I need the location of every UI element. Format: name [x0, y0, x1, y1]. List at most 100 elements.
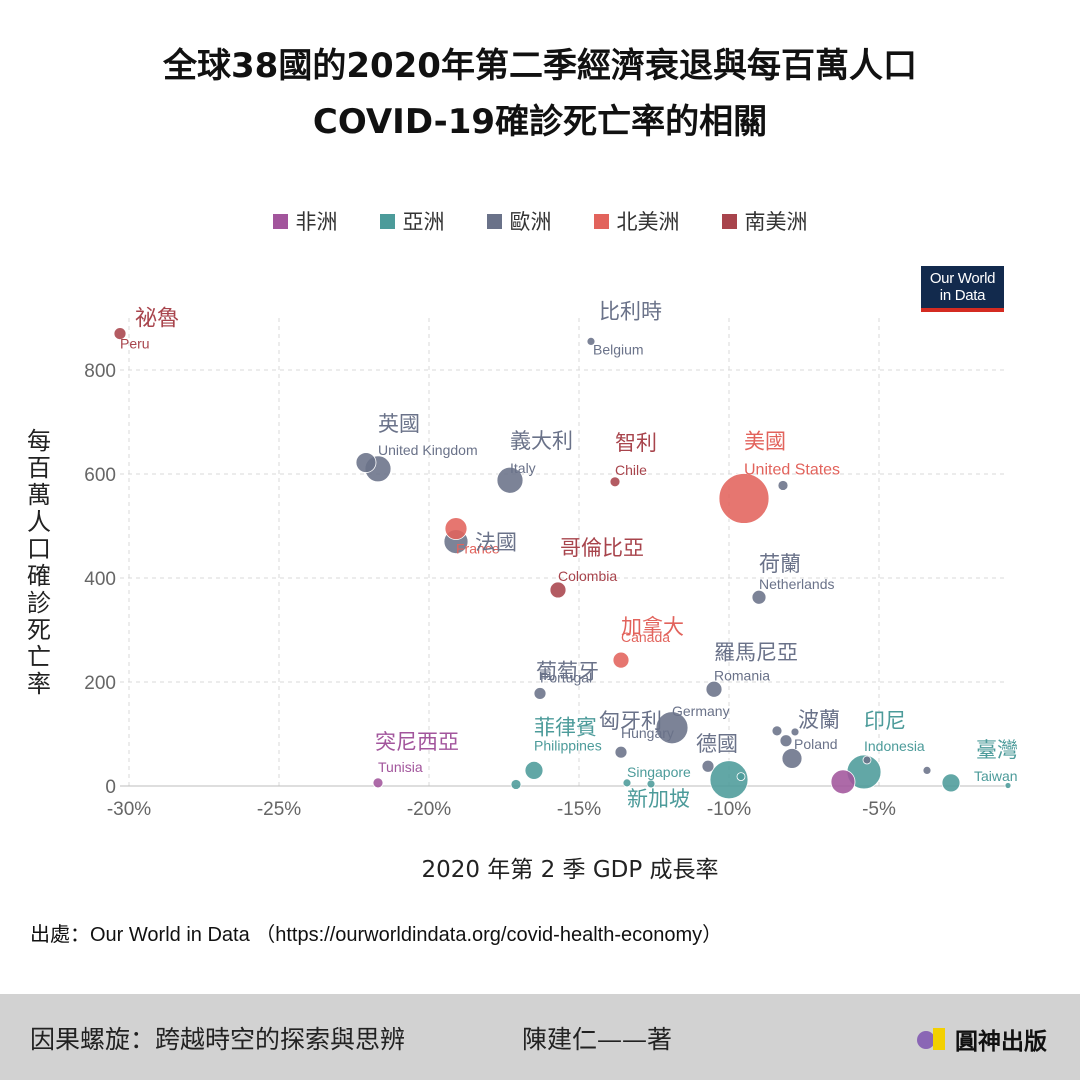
- data-label-zh: 加拿大: [621, 615, 684, 639]
- data-point-europe: [790, 727, 800, 737]
- data-label-en: Chile: [615, 462, 647, 478]
- legend-item-north-america[interactable]: 北美洲: [593, 206, 680, 236]
- data-label-en: Poland: [794, 736, 838, 752]
- data-point-north_america: [444, 517, 468, 540]
- legend-swatch-south-america: [721, 213, 737, 229]
- data-point-asia: [941, 773, 961, 793]
- source-note: 出處：Our World in Data （https://ourworldin…: [30, 924, 723, 946]
- data-label-zh: 羅馬尼亞: [714, 640, 798, 664]
- data-point-europe: [533, 687, 547, 700]
- data-label-en: Canada: [621, 629, 670, 645]
- data-label-en: Singapore: [627, 764, 691, 780]
- data-label-zh: 智利: [615, 431, 657, 455]
- data-label-en: Germany: [672, 703, 730, 719]
- chart-title-line1: 全球38國的2020年第二季經濟衰退與每百萬人口: [163, 46, 917, 86]
- legend-swatch-asia: [379, 213, 395, 229]
- y-tick-label: 600: [84, 465, 116, 486]
- data-point-asia: [736, 772, 746, 782]
- chart-title: 全球38國的2020年第二季經濟衰退與每百萬人口 COVID-19確診死亡率的相…: [0, 38, 1080, 150]
- legend-item-africa[interactable]: 非洲: [272, 206, 338, 236]
- data-point-north_america: [718, 473, 770, 524]
- data-label-zh: 德國: [696, 732, 738, 756]
- data-point-south_america: [113, 327, 127, 341]
- data-point-europe: [586, 336, 596, 346]
- publisher-name: 圓神出版: [955, 1029, 1047, 1055]
- y-tick-label: 400: [84, 569, 116, 590]
- data-point-africa: [372, 777, 384, 789]
- book-title: 因果螺旋：跨越時空的探索與思辨: [30, 1025, 406, 1054]
- scatter-chart: 0 200 400 600 800 -30% -25% -20% -15% -10% -5% 祕魯 Pe…: [84, 299, 1018, 820]
- data-point-europe: [779, 734, 793, 748]
- owid-logo-line1: Our World: [929, 270, 996, 287]
- data-label-zh: 荷蘭: [759, 552, 801, 576]
- data-point-europe: [655, 711, 689, 745]
- legend-swatch-europe: [486, 213, 502, 229]
- data-point-asia: [646, 779, 656, 789]
- x-tick-label: -15%: [557, 799, 601, 820]
- data-point-asia: [709, 760, 749, 800]
- data-label-zh: 哥倫比亞: [560, 536, 644, 560]
- legend-item-asia[interactable]: 亞洲: [379, 206, 445, 236]
- data-point-asia: [524, 761, 544, 780]
- data-label-zh: 新加坡: [627, 787, 690, 811]
- data-label-zh: 波蘭: [798, 708, 840, 732]
- y-tick-label: 200: [84, 673, 116, 694]
- data-point-europe: [701, 759, 715, 773]
- data-label-en: Tunisia: [378, 759, 423, 775]
- legend-label-africa: 非洲: [295, 210, 338, 234]
- data-label-zh: 義大利: [510, 429, 573, 453]
- data-point-europe: [922, 766, 932, 775]
- legend: 非洲 亞洲 歐洲 北美洲 南美洲: [0, 206, 1080, 236]
- data-label-zh: 菲律賓: [534, 715, 597, 739]
- data-point-europe: [862, 755, 872, 765]
- data-point-south_america: [609, 476, 621, 488]
- y-tick-label: 800: [84, 361, 116, 382]
- data-point-europe: [496, 466, 524, 494]
- legend-item-europe[interactable]: 歐洲: [486, 206, 552, 236]
- footer-bar: 因果螺旋：跨越時空的探索與思辨 陳建仁——著 圓神出版: [0, 994, 1080, 1080]
- data-point-africa: [830, 769, 856, 795]
- publisher-logo: 圓神出版: [917, 1022, 1047, 1056]
- data-point-europe: [614, 745, 628, 759]
- data-label-en: Peru: [120, 336, 150, 352]
- data-point-north_america: [612, 651, 630, 669]
- data-label-zh: 臺灣: [976, 738, 1018, 762]
- data-label-en: Philippines: [534, 737, 602, 753]
- owid-logo-line2: in Data: [939, 287, 986, 304]
- data-label-zh: 匈牙利: [599, 709, 662, 733]
- x-tick-label: -30%: [107, 799, 151, 820]
- data-label-en: Colombia: [558, 568, 617, 584]
- data-label-en: United States: [744, 461, 840, 478]
- legend-label-asia: 亞洲: [402, 210, 445, 234]
- data-label-zh: 突尼西亞: [375, 730, 459, 754]
- y-axis-label: 每百萬人口確診死亡率: [27, 427, 51, 698]
- data-label-en: Romania: [714, 667, 770, 683]
- owid-logo[interactable]: Our World in Data: [921, 266, 1004, 312]
- data-point-europe: [781, 748, 803, 769]
- x-tick-label: -25%: [257, 799, 301, 820]
- data-label-en: Taiwan: [974, 768, 1018, 784]
- x-tick-label: -20%: [407, 799, 451, 820]
- legend-label-europe: 歐洲: [509, 210, 552, 234]
- data-label-en: Netherlands: [759, 576, 835, 592]
- data-point-asia: [1004, 782, 1012, 789]
- legend-item-south-america[interactable]: 南美洲: [721, 206, 808, 236]
- y-tick-label: 0: [105, 777, 116, 798]
- data-label-en: United Kingdom: [378, 442, 478, 458]
- data-label-en: France: [456, 541, 500, 557]
- data-label-en: Hungary: [621, 725, 674, 741]
- x-tick-label: -10%: [707, 799, 751, 820]
- legend-swatch-africa: [272, 213, 288, 229]
- data-point-europe: [705, 680, 723, 698]
- book-author: 陳建仁——著: [522, 1025, 673, 1054]
- data-label-en: Indonesia: [864, 738, 925, 754]
- data-label-zh: 法國: [475, 531, 517, 555]
- legend-swatch-north-america: [593, 213, 609, 229]
- data-label-zh: 英國: [378, 412, 420, 436]
- x-tick-label: -5%: [862, 799, 896, 820]
- publisher-mark-icon: [917, 1028, 951, 1050]
- data-label-en: Portugal: [540, 669, 592, 685]
- data-point-europe: [771, 725, 783, 737]
- data-label-zh: 比利時: [599, 299, 662, 323]
- legend-label-south-america: 南美洲: [744, 210, 808, 234]
